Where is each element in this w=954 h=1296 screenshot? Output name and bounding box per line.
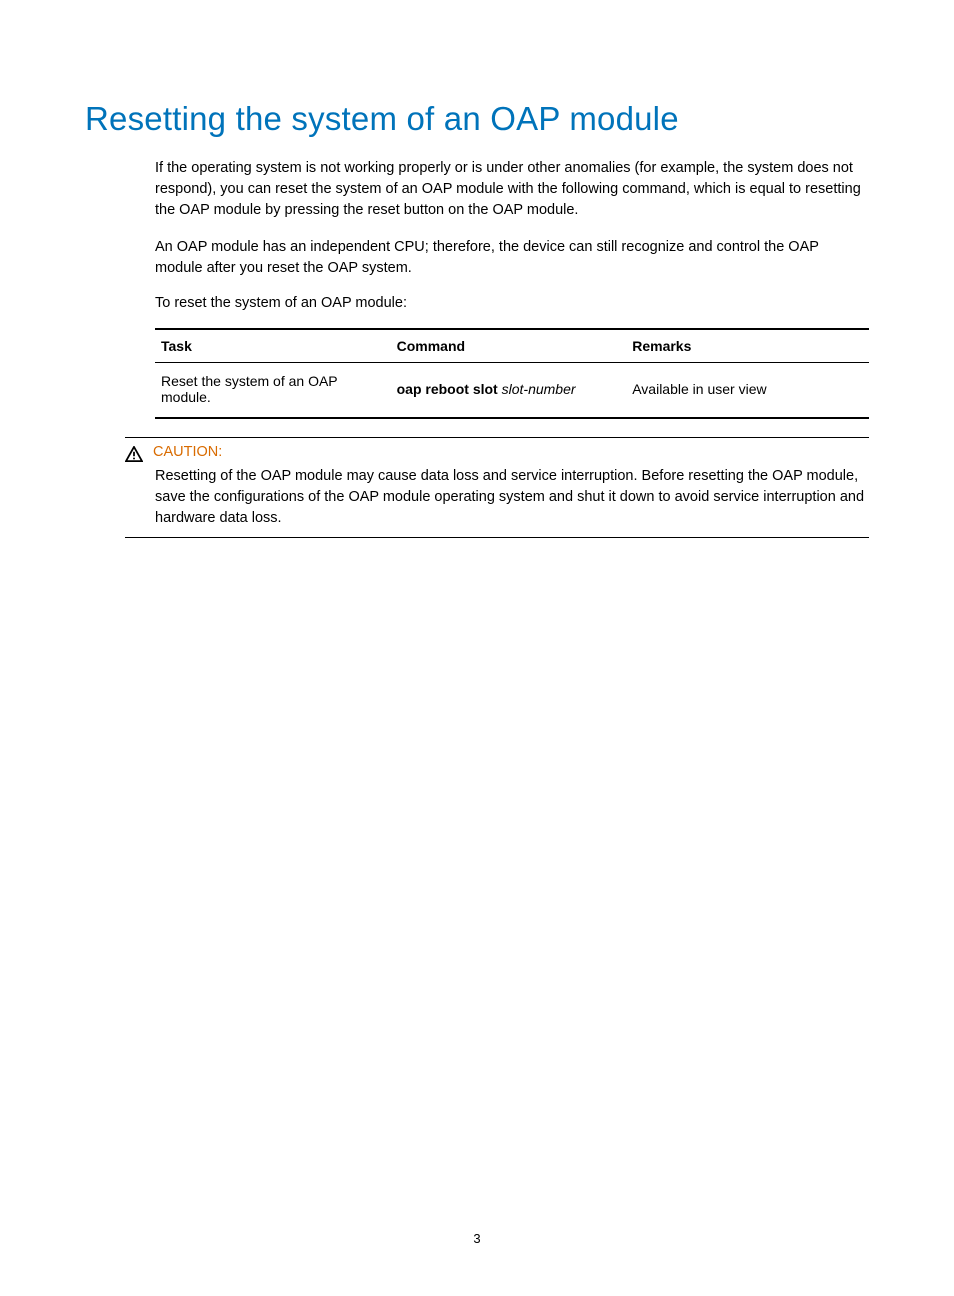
table-header-row: Task Command Remarks [155,329,869,363]
header-remarks: Remarks [626,329,869,363]
command-table: Task Command Remarks Reset the system of… [155,328,869,419]
paragraph-2: An OAP module has an independent CPU; th… [85,237,869,279]
caution-header: CAUTION: [125,444,869,462]
caution-block: CAUTION: Resetting of the OAP module may… [125,437,869,538]
cell-task: Reset the system of an OAP module. [155,363,391,419]
cell-remarks: Available in user view [626,363,869,419]
paragraph-1: If the operating system is not working p… [85,158,869,221]
caution-icon [125,446,143,462]
caution-label: CAUTION: [153,444,222,460]
command-argument: slot-number [502,381,576,397]
header-command: Command [391,329,627,363]
header-task: Task [155,329,391,363]
page-number: 3 [0,1231,954,1246]
caution-text: Resetting of the OAP module may cause da… [125,466,869,529]
paragraph-3: To reset the system of an OAP module: [85,293,869,314]
page-title: Resetting the system of an OAP module [85,100,869,138]
command-keyword: oap reboot slot [397,381,498,397]
table-row: Reset the system of an OAP module. oap r… [155,363,869,419]
cell-command: oap reboot slot slot-number [391,363,627,419]
